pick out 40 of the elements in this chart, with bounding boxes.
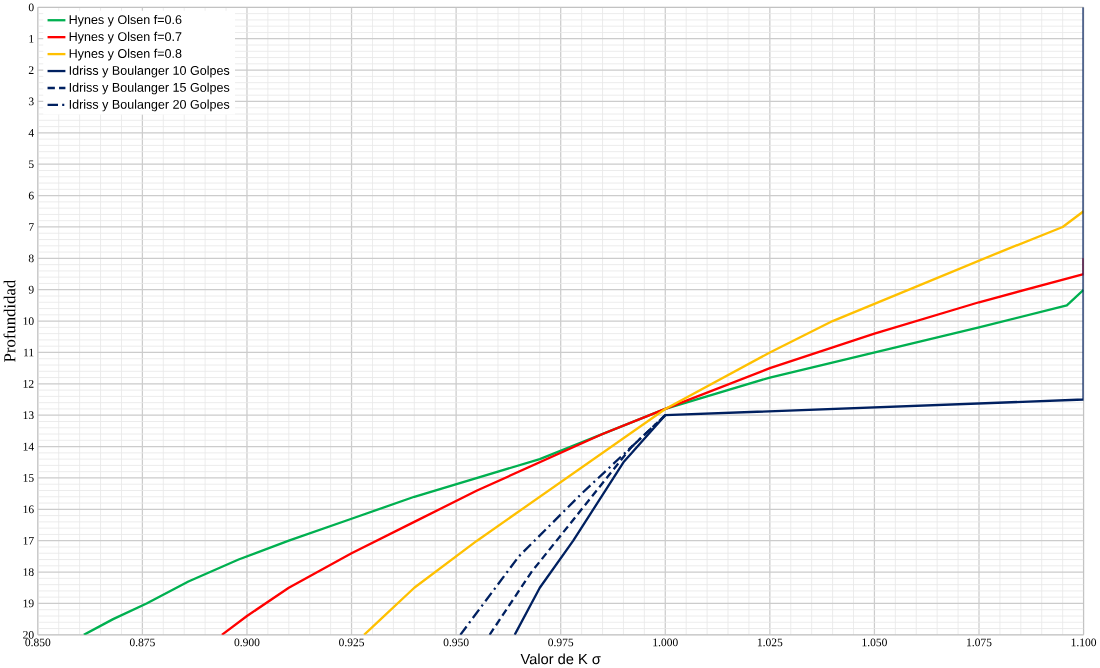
- y-tick-label: 2: [28, 66, 34, 75]
- y-tick-label: 18: [23, 568, 34, 577]
- x-tick-label: 1.100: [1071, 638, 1097, 647]
- y-tick-label: 10: [23, 317, 34, 326]
- y-tick-label: 11: [24, 348, 34, 357]
- y-tick-label: 3: [28, 97, 34, 106]
- y-tick-label: 4: [28, 129, 34, 137]
- legend-label: Idriss y Boulanger 10 Golpes: [69, 65, 230, 78]
- legend-label: Hynes y Olsen f=0.7: [69, 31, 182, 44]
- y-tick-label: 12: [23, 380, 34, 388]
- y-tick-label: 7: [29, 223, 34, 231]
- y-tick-label: 0: [28, 3, 34, 12]
- legend-label: Hynes y Olsen f=0.8: [69, 48, 182, 61]
- y-tick-label: 15: [23, 474, 34, 482]
- y-tick-label: 8: [28, 254, 34, 263]
- y-tick-label: 20: [23, 631, 34, 639]
- y-tick-label: 13: [23, 411, 34, 420]
- x-tick-label: 0.975: [548, 638, 574, 647]
- y-tick-label: 1: [29, 35, 34, 43]
- x-tick-label: 0.850: [25, 638, 51, 647]
- x-tick-label: 0.950: [443, 638, 469, 647]
- y-tick-label: 5: [29, 160, 34, 169]
- x-tick-label: 0.875: [129, 638, 155, 647]
- y-tick-label: 16: [23, 505, 34, 514]
- x-tick-label: 1.075: [967, 638, 992, 647]
- y-tick-label: 9: [28, 285, 34, 294]
- y-tick-label: 14: [23, 442, 34, 451]
- x-tick-label: 1.025: [757, 638, 783, 647]
- legend-label: Idriss y Boulanger 20 Golpes: [69, 99, 230, 112]
- y-axis-title: Profundidad: [3, 280, 16, 363]
- x-tick-label: 1.000: [653, 638, 678, 647]
- y-tick-label: 19: [23, 599, 34, 608]
- legend-label: Hynes y Olsen f=0.6: [69, 15, 182, 27]
- y-tick-label: 17: [23, 537, 34, 545]
- x-axis-title: Valor de K σ: [520, 653, 601, 665]
- y-tick-label: 6: [28, 191, 34, 200]
- legend-label: Idriss y Boulanger 15 Golpes: [69, 82, 230, 95]
- x-tick-label: 1.050: [862, 638, 887, 647]
- x-tick-label: 0.925: [339, 638, 365, 647]
- x-tick-label: 0.900: [234, 638, 260, 647]
